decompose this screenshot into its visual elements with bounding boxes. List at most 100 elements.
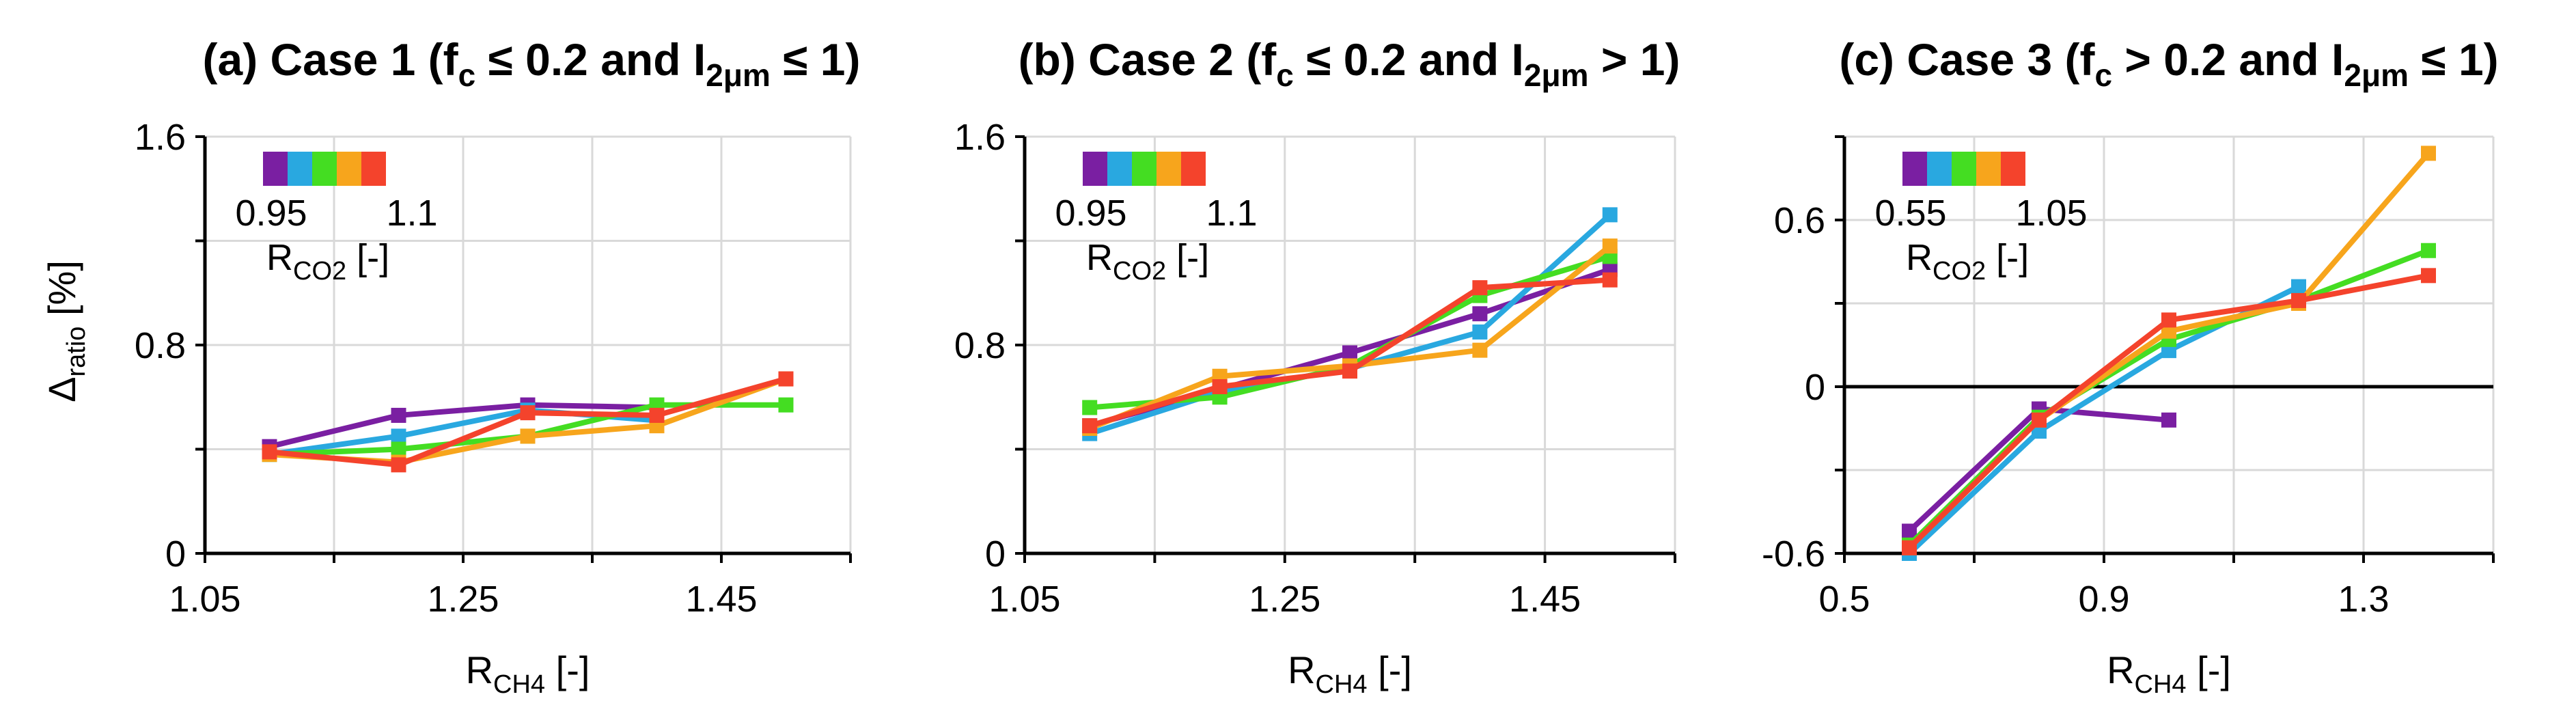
- legend-swatch-3: [1952, 152, 1976, 186]
- title-text: (b) Case 2 (f: [1019, 34, 1277, 85]
- axis-label-text: [-]: [2187, 648, 2231, 691]
- legend-swatch-1: [1902, 152, 1927, 186]
- legend-max-label: 1.1: [386, 193, 437, 234]
- data-point: [1082, 400, 1098, 415]
- data-point: [1902, 540, 1917, 555]
- axis-label-subscript: CH4: [2135, 670, 2187, 699]
- data-point: [2161, 412, 2176, 428]
- legend-title-text: [-]: [1986, 237, 2029, 278]
- title-subscript: 2μm: [2344, 57, 2409, 93]
- legend-max-label: 1.05: [2015, 193, 2087, 234]
- data-point: [1902, 523, 1917, 539]
- data-point: [1602, 238, 1618, 254]
- data-point: [262, 444, 277, 460]
- y-tick-label: 1.6: [954, 117, 1006, 158]
- x-tick-label: 1.25: [427, 579, 499, 620]
- data-point: [2421, 268, 2436, 284]
- axis-label-text: R: [2107, 648, 2134, 691]
- title-text: (a) Case 1 (f: [203, 34, 459, 85]
- x-tick-label: 1.45: [1509, 579, 1581, 620]
- y-tick-label: 0.8: [954, 325, 1006, 366]
- data-point: [1472, 306, 1488, 322]
- data-point: [2032, 412, 2047, 428]
- legend-min-label: 0.55: [1874, 193, 1946, 234]
- legend-swatch-5: [361, 152, 386, 186]
- data-point: [2421, 146, 2436, 161]
- y-tick-label: 0: [985, 534, 1006, 575]
- legend-swatch-2: [1107, 152, 1132, 186]
- series-line-3: [1907, 248, 2430, 547]
- axis-label-text: [-]: [545, 648, 590, 691]
- data-point: [1212, 379, 1228, 394]
- chart-title-a: (a) Case 1 (fc ≤ 0.2 and I2μm ≤ 1): [203, 34, 861, 93]
- data-point: [1472, 342, 1488, 358]
- legend-title: RCO2 [-]: [266, 237, 389, 286]
- y-tick-label: -0.6: [1762, 534, 1825, 575]
- chart-panel-c: (c) Case 3 (fc > 0.2 and I2μm ≤ 1) 0.5 0.9…: [1762, 34, 2499, 699]
- legend-swatch-1: [1083, 152, 1107, 186]
- data-point: [391, 457, 406, 473]
- title-text: > 0.2 and I: [2112, 34, 2344, 85]
- data-point: [1472, 280, 1488, 296]
- legend-title-subscript: CO2: [293, 257, 346, 286]
- data-point: [1342, 345, 1357, 361]
- chart-title-b: (b) Case 2 (fc ≤ 0.2 and I2μm > 1): [1019, 34, 1680, 93]
- x-tick-label: 1.05: [169, 579, 240, 620]
- data-point: [391, 407, 406, 423]
- axis-label-text: [%]: [40, 260, 83, 326]
- title-text: (c) Case 3 (f: [1839, 34, 2095, 85]
- legend-swatch-5: [2001, 152, 2025, 186]
- axis-label-text: Δ: [40, 376, 83, 402]
- legend-swatch-1: [263, 152, 288, 186]
- legend-min-label: 0.95: [1055, 193, 1126, 234]
- legend-swatch-4: [337, 152, 361, 186]
- chart-title-c: (c) Case 3 (fc > 0.2 and I2μm ≤ 1): [1839, 34, 2498, 93]
- y-tick-label: 0: [1805, 367, 1825, 408]
- series-line-1: [268, 402, 657, 450]
- legend-title: RCO2 [-]: [1906, 237, 2029, 286]
- data-point: [2291, 292, 2306, 308]
- x-tick-label: 0.5: [1818, 579, 1870, 620]
- axis-label-subscript: CH4: [1316, 670, 1368, 699]
- y-tick-label: 1.6: [135, 117, 186, 158]
- title-text: > 1): [1589, 34, 1680, 85]
- title-text: ≤ 1): [771, 34, 861, 85]
- legend-title-text: R: [1086, 237, 1113, 278]
- data-point: [649, 407, 665, 423]
- data-point: [778, 397, 794, 413]
- legend-swatch-3: [312, 152, 337, 186]
- data-point: [391, 441, 406, 457]
- axis-label-subscript: CH4: [493, 670, 545, 699]
- x-axis-label: RCH4 [-]: [2107, 648, 2231, 699]
- title-text: ≤ 0.2 and I: [1294, 34, 1524, 85]
- title-subscript: c: [458, 57, 476, 93]
- axis-label-text: R: [466, 648, 493, 691]
- legend-title-text: R: [266, 237, 293, 278]
- title-text: ≤ 0.2 and I: [475, 34, 706, 85]
- title-subscript: c: [1276, 57, 1294, 93]
- title-subscript: 2μm: [1524, 57, 1589, 93]
- axis-label-subscript: ratio: [62, 327, 91, 377]
- x-tick-label: 1.45: [685, 579, 757, 620]
- legend-title-subscript: CO2: [1113, 257, 1166, 286]
- legend-swatch-5: [1181, 152, 1206, 186]
- y-tick-label: 0.8: [135, 325, 186, 366]
- legend-min-label: 0.95: [235, 193, 307, 234]
- legend-title-text: R: [1906, 237, 1933, 278]
- data-point: [520, 428, 536, 444]
- data-point: [2161, 312, 2176, 328]
- x-axis-label: RCH4 [-]: [1288, 648, 1412, 699]
- data-point: [778, 371, 794, 387]
- data-point: [520, 405, 536, 421]
- data-point: [391, 428, 406, 444]
- x-tick-label: 0.9: [2078, 579, 2129, 620]
- legend-swatch-4: [1976, 152, 2001, 186]
- x-tick-label: 1.25: [1249, 579, 1320, 620]
- data-point: [1472, 324, 1488, 340]
- x-tick-label: 1.3: [2338, 579, 2389, 620]
- axis-label-text: [-]: [1368, 648, 1412, 691]
- data-point: [2291, 279, 2306, 294]
- y-tick-label: 0: [165, 534, 186, 575]
